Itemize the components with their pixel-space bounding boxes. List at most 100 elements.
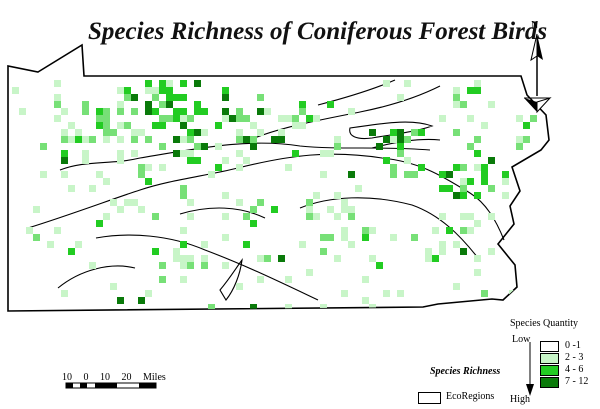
richness-cell [110,199,117,206]
richness-cell [285,164,292,171]
richness-cell [453,94,460,101]
richness-cell [159,262,166,269]
richness-cell [474,255,481,262]
richness-cell [369,255,376,262]
richness-cell [117,87,124,94]
richness-cell [166,101,173,108]
richness-cell [341,227,348,234]
richness-cell [306,115,313,122]
richness-cell [502,178,509,185]
richness-cell [222,94,229,101]
richness-cell [488,248,495,255]
richness-cell [152,87,159,94]
richness-cell [411,234,418,241]
richness-cell [453,164,460,171]
richness-cell [313,213,320,220]
richness-cell [194,108,201,115]
richness-cell [292,115,299,122]
richness-cell [236,283,243,290]
richness-cell [327,101,334,108]
richness-cell [145,164,152,171]
richness-cell [474,164,481,171]
richness-cell [306,206,313,213]
richness-cell [180,227,187,234]
richness-cell [460,164,467,171]
richness-cell [488,185,495,192]
richness-cell [418,129,425,136]
richness-cell [250,136,257,143]
richness-cell [516,115,523,122]
richness-cell [439,115,446,122]
richness-cell [222,115,229,122]
richness-cell [131,129,138,136]
richness-cell [61,129,68,136]
richness-cell [292,122,299,129]
richness-cell [68,122,75,129]
richness-cell [453,192,460,199]
richness-cell [117,157,124,164]
richness-cell [278,115,285,122]
richness-cell [474,136,481,143]
richness-cell [166,87,173,94]
richness-cell [187,262,194,269]
richness-cell [348,206,355,213]
richness-cell [215,164,222,171]
richness-cell [257,108,264,115]
richness-cell [348,108,355,115]
richness-cell [460,101,467,108]
richness-cell [201,129,208,136]
richness-cell [397,129,404,136]
richness-cell [460,178,467,185]
richness-cell [61,108,68,115]
richness-cell [103,136,110,143]
richness-cell [82,136,89,143]
richness-cell [33,206,40,213]
richness-cell [180,150,187,157]
richness-cell [124,199,131,206]
richness-cell [320,234,327,241]
richness-cell [397,290,404,297]
richness-cell [145,108,152,115]
richness-cell [117,108,124,115]
legend-swatch [540,377,559,388]
richness-cell [187,129,194,136]
richness-cell [194,143,201,150]
richness-cell [425,248,432,255]
richness-cell [425,255,432,262]
richness-cell [180,108,187,115]
richness-cell [481,178,488,185]
richness-cell [474,150,481,157]
richness-cell [334,136,341,143]
scale-unit: Miles [143,372,166,383]
richness-cell [397,136,404,143]
richness-cell [103,108,110,115]
richness-cell [243,136,250,143]
richness-cell [376,262,383,269]
richness-cell [222,157,229,164]
richness-cell [250,304,257,311]
richness-cell [474,87,481,94]
richness-cell [285,115,292,122]
richness-cell [215,143,222,150]
richness-cell [460,192,467,199]
ecoregions-label: EcoRegions [446,391,495,402]
richness-cell [390,136,397,143]
richness-cell [131,199,138,206]
richness-cell [180,241,187,248]
richness-cell [369,227,376,234]
richness-cell [481,290,488,297]
richness-cell [131,136,138,143]
richness-cell [348,213,355,220]
richness-cell [54,115,61,122]
richness-cell [481,122,488,129]
richness-cell [299,101,306,108]
richness-cell [390,171,397,178]
richness-cell [145,290,152,297]
richness-cell [348,241,355,248]
richness-cell [243,115,250,122]
richness-cell [516,241,523,248]
richness-cell [411,171,418,178]
richness-cell [222,234,229,241]
richness-cell [124,94,131,101]
richness-cell [124,87,131,94]
